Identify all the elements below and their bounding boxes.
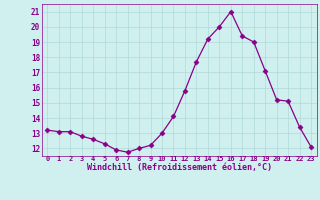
X-axis label: Windchill (Refroidissement éolien,°C): Windchill (Refroidissement éolien,°C) bbox=[87, 163, 272, 172]
